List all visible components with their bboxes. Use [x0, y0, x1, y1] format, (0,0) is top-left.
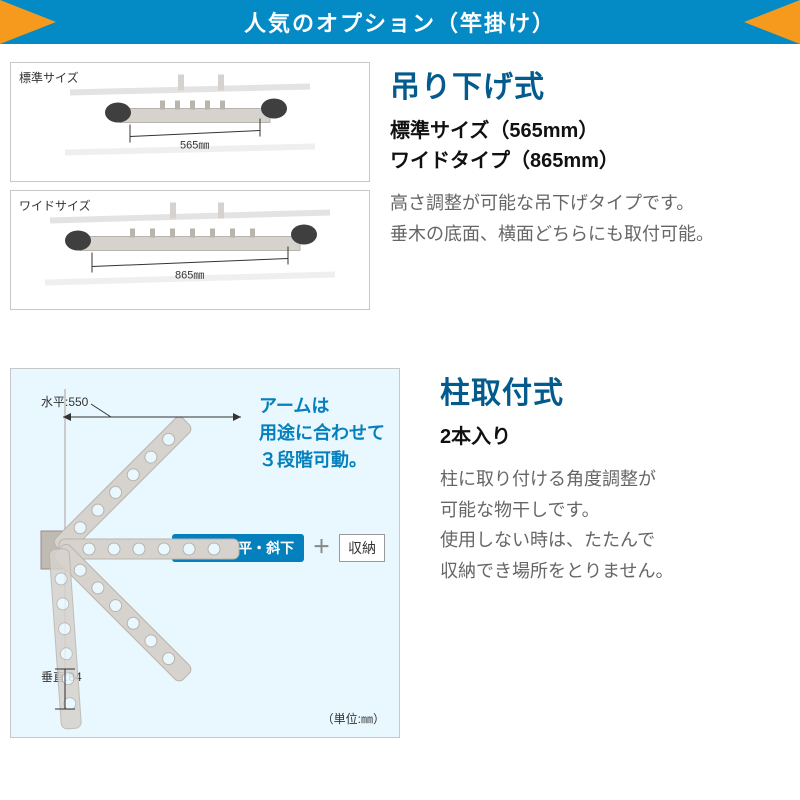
pillar-body: 柱に取り付ける角度調整が 可能な物干しです。 使用しない時は、たたんで 収納でき… [440, 464, 780, 586]
banner-title: 人気のオプション（竿掛け） [244, 6, 556, 38]
dim-865: 865㎜ [175, 270, 204, 282]
panel-standard: 標準サイズ [10, 62, 370, 182]
banner: 人気のオプション（竿掛け） [0, 0, 800, 44]
pillar-title: 柱取付式 [440, 368, 780, 412]
hanger-wide-icon: 865㎜ [40, 203, 340, 298]
hanging-body: 高さ調整が可能な吊下げタイプです。 垂木の底面、横面どちらにも取付可能。 [390, 188, 780, 249]
panel-wide: ワイドサイズ [10, 190, 370, 310]
hanger-standard-icon: 565㎜ [60, 75, 320, 170]
pillar-body-2: 可能な物干しです。 [440, 500, 600, 520]
arm-diagram: 水平:550 垂直:84 （単位:㎜） アームは 用途に合わせて ３段階可動。 … [10, 368, 400, 738]
hanging-body-1: 高さ調整が可能な吊下げタイプです。 [390, 193, 694, 213]
pillar-body-4: 収納でき場所をとりません。 [440, 561, 673, 581]
arm-svg-icon [11, 369, 401, 739]
hanging-body-2: 垂木の底面、横面どちらにも取付可能。 [390, 224, 714, 244]
banner-arrow-right-icon [744, 0, 800, 44]
pillar-body-1: 柱に取り付ける角度調整が [440, 469, 656, 489]
pillar-sub: 2本入り [440, 422, 780, 452]
hanging-sub-2: ワイドタイプ（865mm） [390, 150, 619, 172]
banner-arrow-left-icon [0, 0, 56, 44]
text-hanging: 吊り下げ式 標準サイズ（565mm） ワイドタイプ（865mm） 高さ調整が可能… [370, 62, 780, 249]
figure-pillar: 水平:550 垂直:84 （単位:㎜） アームは 用途に合わせて ３段階可動。 … [10, 368, 410, 738]
section-pillar: 水平:550 垂直:84 （単位:㎜） アームは 用途に合わせて ３段階可動。 … [0, 368, 800, 738]
section-hanging: 標準サイズ [0, 62, 800, 318]
hanging-sub-1: 標準サイズ（565mm） [390, 120, 598, 142]
hanging-sub: 標準サイズ（565mm） ワイドタイプ（865mm） [390, 116, 780, 176]
dim-565: 565㎜ [180, 140, 209, 152]
text-pillar: 柱取付式 2本入り 柱に取り付ける角度調整が 可能な物干しです。 使用しない時は… [410, 368, 780, 586]
figure-hanging: 標準サイズ [10, 62, 370, 318]
hanging-title: 吊り下げ式 [390, 62, 780, 106]
pillar-body-3: 使用しない時は、たたんで [440, 530, 655, 550]
